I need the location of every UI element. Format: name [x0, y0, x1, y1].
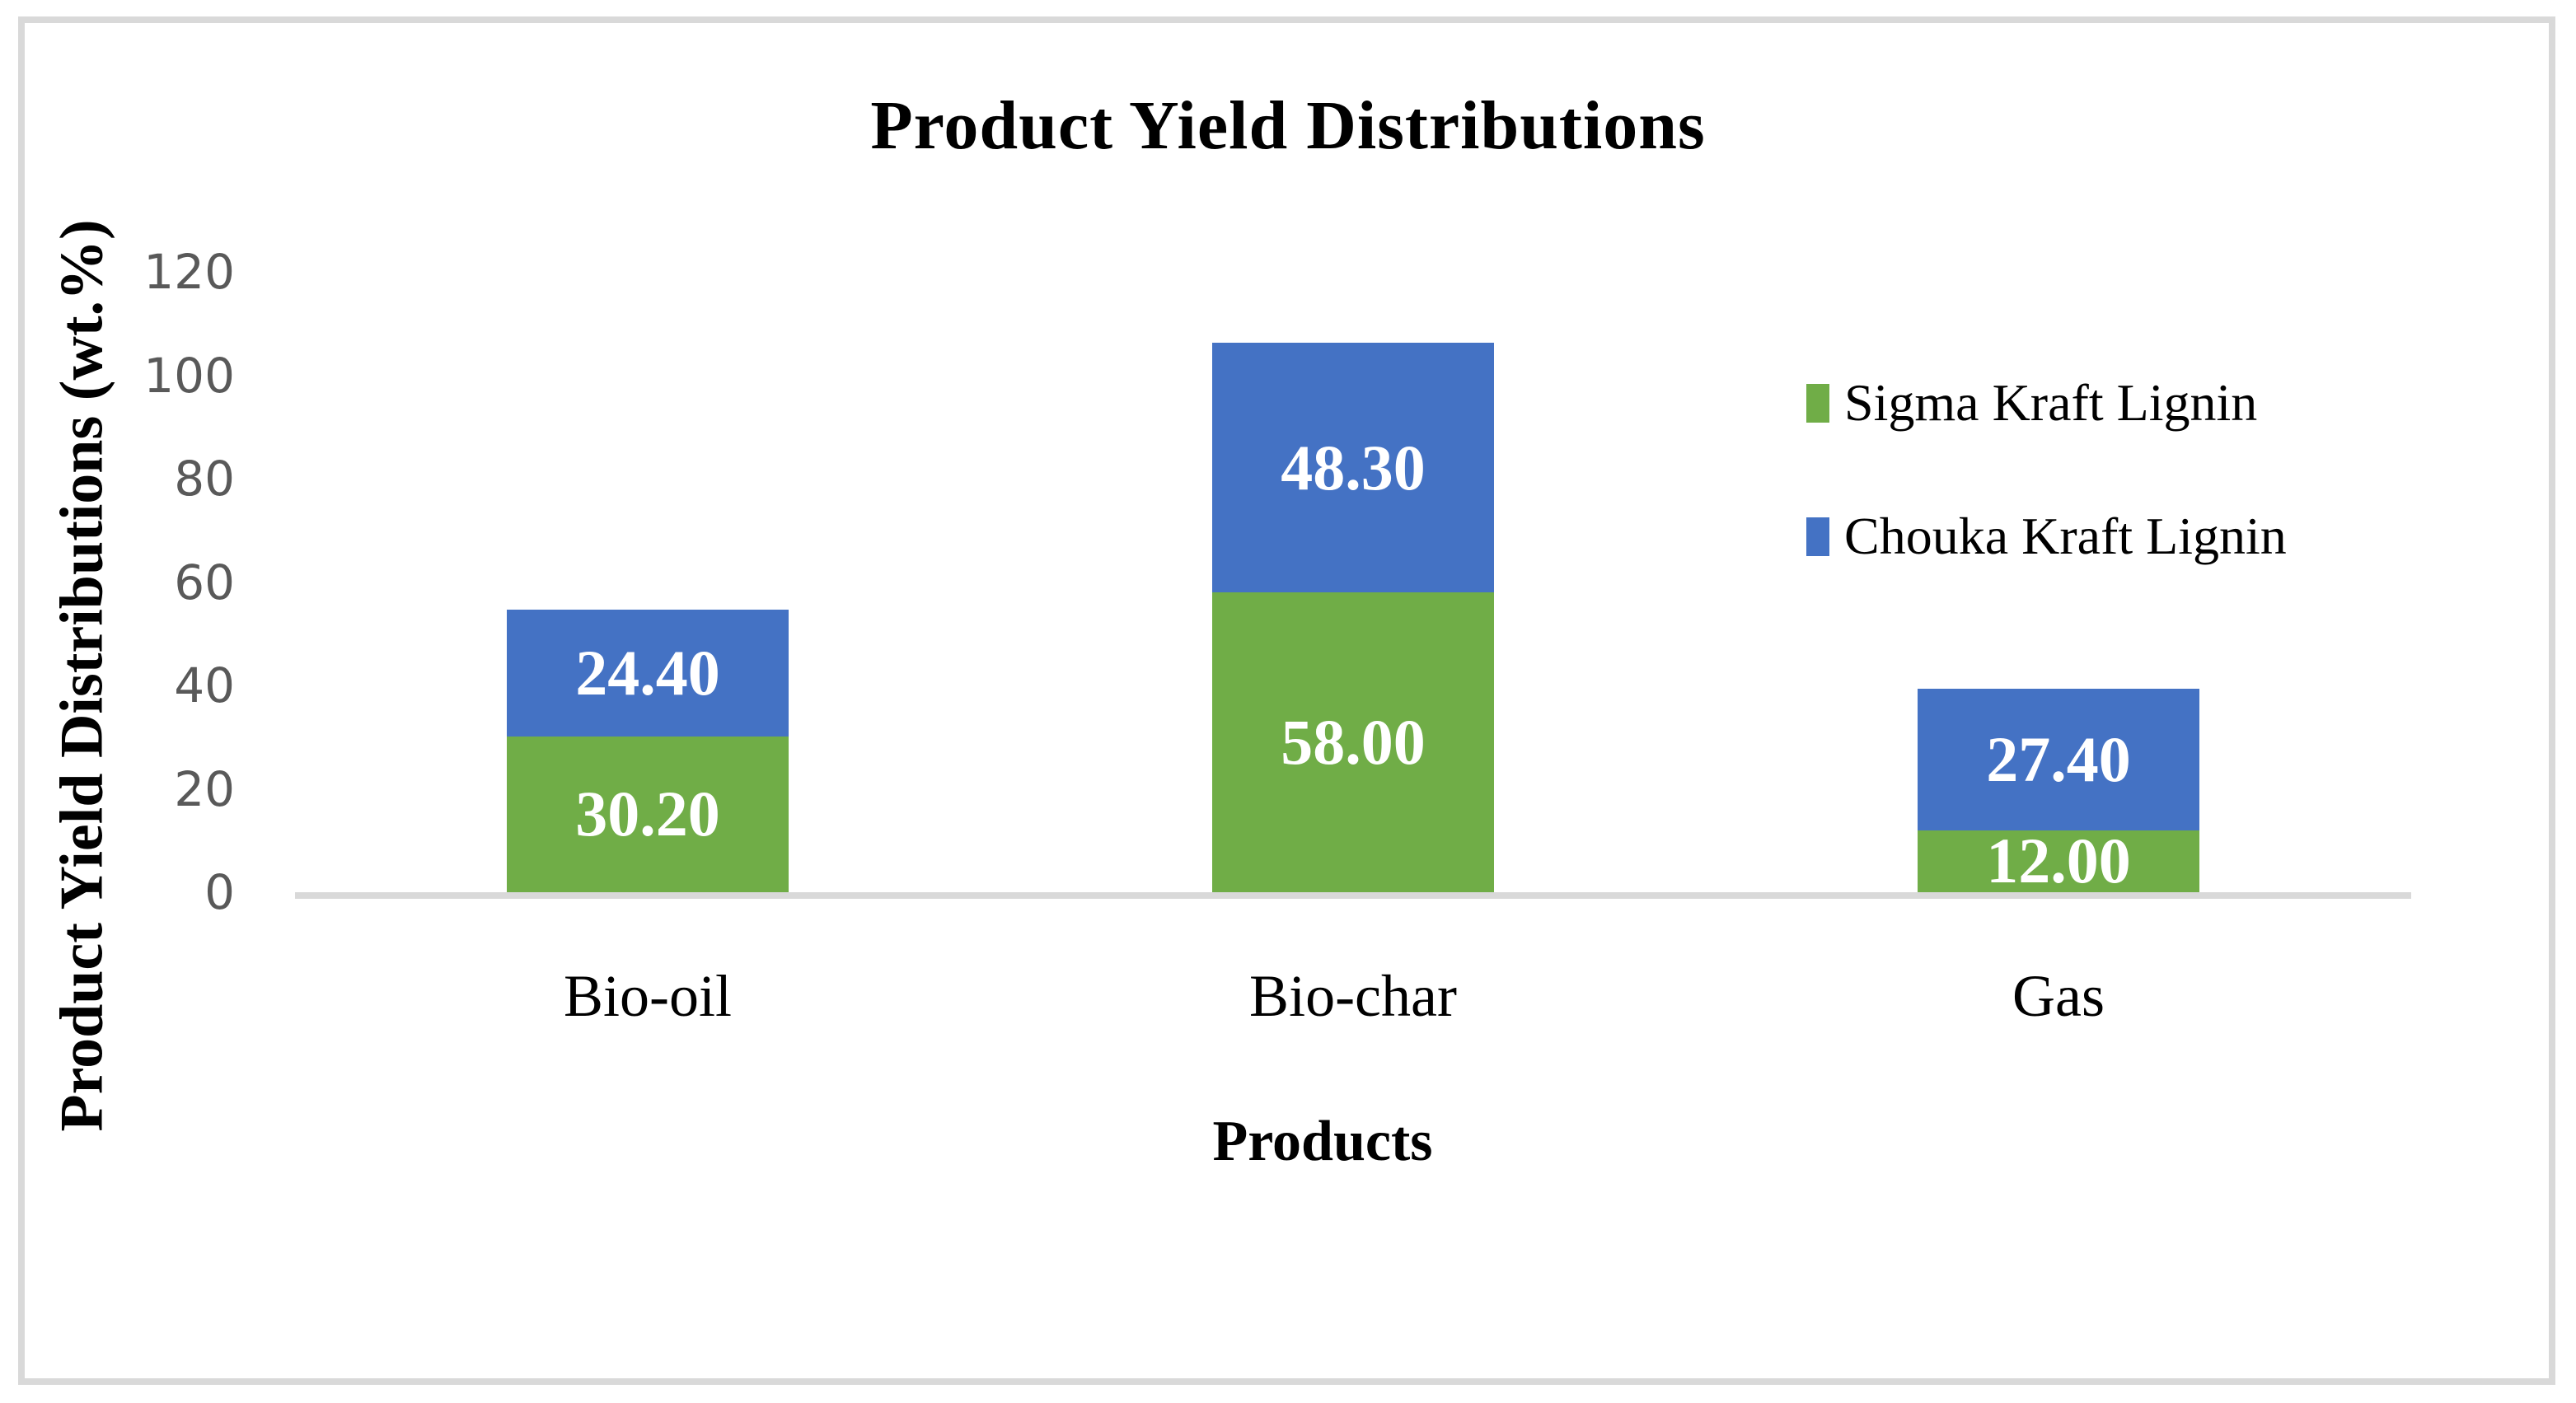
bar-bio-oil: 30.20 24.40 [507, 610, 789, 892]
bar-gas-sigma-segment: 12.00 [1918, 825, 2199, 897]
data-label-gas-chouka: 27.40 [1986, 723, 2131, 795]
bar-bio-char-chouka-segment: 48.30 [1212, 342, 1494, 593]
y-tick-label-120: 120 [143, 244, 235, 300]
bar-bio-oil-sigma-segment: 30.20 [507, 736, 789, 892]
y-tick-label-0: 0 [204, 864, 235, 920]
legend-swatch-chouka-icon [1806, 517, 1829, 556]
bar-bio-oil-chouka-segment: 24.40 [507, 610, 789, 737]
legend-entry-sigma: Sigma Kraft Lignin [1806, 372, 2287, 433]
data-label-bio-oil-chouka: 24.40 [575, 636, 720, 709]
chart-border-frame [18, 16, 2555, 1385]
x-category-label-bio-oil: Bio-oil [563, 963, 732, 1029]
y-tick-label-20: 20 [174, 760, 235, 817]
legend-label-sigma: Sigma Kraft Lignin [1844, 373, 2258, 432]
legend-entry-chouka: Chouka Kraft Lignin [1806, 506, 2287, 567]
y-tick-label-40: 40 [174, 657, 235, 713]
bar-bio-char: 58.00 48.30 [1212, 342, 1494, 892]
bar-gas: 12.00 27.40 [1918, 688, 2199, 897]
chart-title: Product Yield Distributions [870, 87, 1706, 164]
x-category-label-bio-char: Bio-char [1249, 963, 1457, 1029]
x-axis-baseline [295, 892, 2411, 899]
chart-legend: Sigma Kraft Lignin Chouka Kraft Lignin [1806, 372, 2287, 639]
bar-gas-chouka-segment: 27.40 [1918, 688, 2199, 830]
legend-label-chouka: Chouka Kraft Lignin [1844, 507, 2287, 565]
data-label-bio-char-chouka: 48.30 [1281, 431, 1426, 503]
bar-bio-char-sigma-segment: 58.00 [1212, 592, 1494, 892]
y-tick-label-100: 100 [143, 347, 235, 404]
data-label-bio-char-sigma: 58.00 [1281, 706, 1426, 779]
y-tick-label-60: 60 [174, 554, 235, 610]
x-axis-title: Products [1212, 1110, 1433, 1173]
data-label-gas-sigma: 12.00 [1986, 825, 2131, 897]
legend-swatch-sigma-icon [1806, 383, 1829, 423]
x-category-label-gas: Gas [2012, 963, 2105, 1029]
data-label-bio-oil-sigma: 30.20 [575, 778, 720, 850]
y-tick-label-80: 80 [174, 451, 235, 507]
